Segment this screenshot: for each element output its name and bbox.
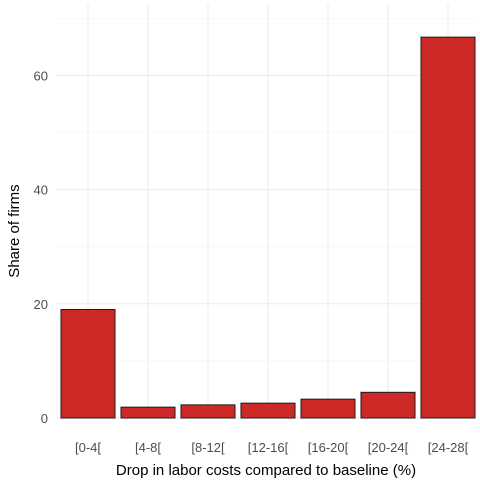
x-tick-label: [24-28[ (428, 440, 469, 455)
y-axis-ticks: 0 20 40 60 (34, 68, 48, 426)
grid-lines (56, 4, 476, 419)
bar (240, 402, 296, 419)
x-tick-label: [4-8[ (135, 440, 161, 455)
x-tick-label: [8-12[ (191, 440, 225, 455)
y-axis-title: Share of firms (6, 184, 23, 277)
y-tick-label: 0 (41, 411, 48, 426)
bar (300, 398, 356, 419)
x-tick-label: [16-20[ (308, 440, 349, 455)
bar (60, 309, 116, 419)
bars (60, 36, 476, 419)
bar (360, 391, 416, 419)
x-tick-label: [12-16[ (248, 440, 289, 455)
x-axis-ticks: [0-4[ [4-8[ [8-12[ [12-16[ [16-20[ [20-24[ [24… (75, 440, 469, 455)
bar (420, 36, 476, 419)
x-tick-label: [20-24[ (368, 440, 409, 455)
y-tick-label: 20 (34, 297, 48, 312)
x-axis-title: Drop in labor costs compared to baseline… (116, 462, 416, 479)
bar (180, 404, 236, 419)
bar (120, 406, 176, 419)
x-tick-label: [0-4[ (75, 440, 101, 455)
y-tick-label: 40 (34, 183, 48, 198)
y-tick-label: 60 (34, 68, 48, 83)
